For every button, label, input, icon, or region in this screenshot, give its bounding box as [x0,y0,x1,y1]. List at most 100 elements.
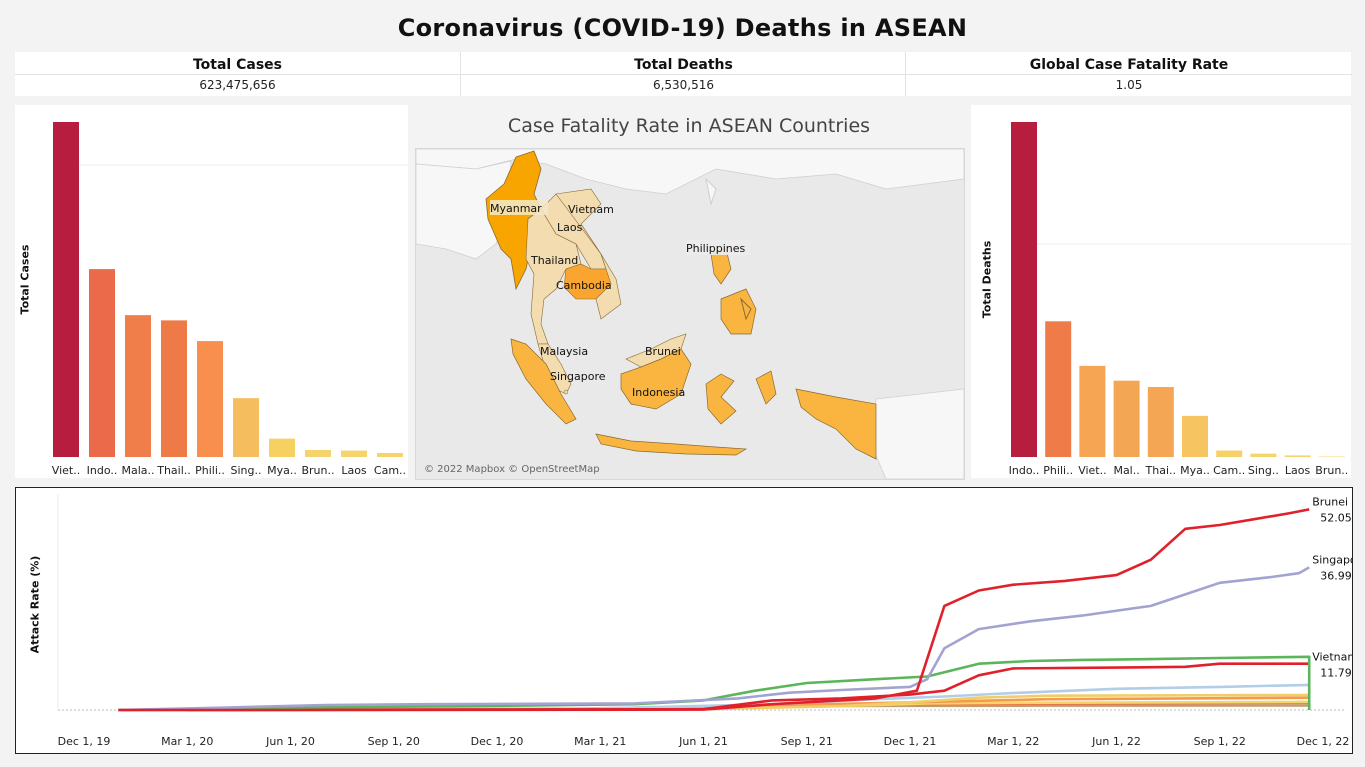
bar-label-4: Phili.. [195,464,225,477]
attack-rate-line-chart: Dec 1, 19 Mar 1, 20 Jun 1, 20 Sep 1, 20 Dec … [57,494,1352,748]
bar-1[interactable] [89,269,115,457]
total-cases-panel: Total Cases Viet.. Indo.. Mala.. Thail.. Phi… [15,105,408,478]
series-vietnam[interactable] [118,655,1311,712]
series-thailand[interactable] [118,683,1310,712]
map-title: Case Fatality Rate in ASEAN Countries [507,115,871,137]
thailand-region[interactable] [525,208,582,345]
bar-label-6: Mya.. [267,464,297,477]
kpi-label: Total Deaths [634,57,733,73]
bar-label-6: Cam.. [1213,464,1245,477]
total-cases-bar-chart: Viet.. Indo.. Mala.. Thail.. Phili.. Sing.. My… [52,122,408,477]
map-label-vietnam: Vietnam [568,203,614,216]
bar-label-1: Indo.. [87,464,118,477]
bar-label-0: Indo.. [1009,464,1040,477]
x-tick-11: Sep 1, 22 [1194,735,1246,748]
bar-label-1: Phili.. [1043,464,1073,477]
map-label-brunei: Brunei [645,345,681,358]
total-deaths-bar-chart: Indo.. Phili.. Viet.. Mal.. Thai.. Mya.. Cam..… [1009,122,1351,477]
kpi-total-deaths[interactable]: Total Deaths 6,530,516 [460,52,906,96]
bar-6[interactable] [1216,450,1243,457]
indonesia-java[interactable] [595,433,748,456]
series-singapore[interactable] [118,566,1310,712]
kpi-global-cfr[interactable]: Global Case Fatality Rate 1.05 [905,52,1352,96]
bar-3[interactable] [1113,380,1140,457]
bar-label-3: Mal.. [1113,464,1139,477]
series-value-vietnam: 11.79 [1320,667,1352,680]
x-tick-12: Dec 1, 22 [1297,735,1350,748]
bar-label-8: Laos [1285,464,1311,477]
bar-1[interactable] [1045,321,1072,457]
x-tick-8: Dec 1, 21 [884,735,937,748]
series-label-brunei: Brunei [1312,495,1348,508]
indonesia-sulawesi[interactable] [705,373,737,425]
kpi-value: 623,475,656 [199,78,276,92]
indonesia-borneo[interactable] [620,348,692,410]
attack-rate-panel: Attack Rate (%) Dec 1, 19 Mar 1, 20 Jun 1,… [15,487,1353,754]
bar-label-9: Brun.. [1315,464,1348,477]
bar-label-9: Cam.. [374,464,406,477]
bar-label-4: Thai.. [1145,464,1176,477]
bar-label-7: Brun.. [301,464,334,477]
series-value-brunei: 52.05 [1320,511,1352,524]
bar-label-5: Sing.. [231,464,262,477]
bar-label-5: Mya.. [1180,464,1210,477]
bar-label-0: Viet.. [52,464,80,477]
x-tick-3: Sep 1, 20 [368,735,420,748]
bar-2[interactable] [1079,365,1106,457]
kpi-label: Total Cases [192,57,282,73]
series-brunei[interactable] [118,508,1310,712]
bar-7[interactable] [305,450,331,457]
bar-5[interactable] [1182,415,1208,457]
bar-9[interactable] [377,452,403,457]
bar-0[interactable] [53,122,79,457]
x-tick-1: Mar 1, 20 [161,735,213,748]
cambodia-region[interactable] [563,263,612,300]
indonesia-papua[interactable] [795,388,877,460]
kpi-value: 6,530,516 [652,78,715,92]
map-label-thailand: Thailand [530,254,578,267]
x-tick-0: Dec 1, 19 [58,735,111,748]
map-label-cambodia: Cambodia [556,279,612,292]
bar-label-8: Laos [341,464,367,477]
x-tick-2: Jun 1, 20 [265,735,315,748]
x-tick-4: Dec 1, 20 [471,735,524,748]
map-label-myanmar: Myanmar [490,202,542,215]
series-value-singapore: 36.99 [1320,569,1352,582]
bar-label-7: Sing.. [1248,464,1279,477]
bar-label-2: Viet.. [1078,464,1106,477]
series-label-vietnam: Vietnam [1312,651,1352,664]
kpi-table: Total Cases 623,475,656 Total Deaths 6,5… [15,52,1352,96]
kpi-value: 1.05 [1115,78,1143,92]
dashboard-title: Coronavirus (COVID-19) Deaths in ASEAN [397,14,968,42]
kpi-label: Global Case Fatality Rate [1029,57,1229,73]
bar-label-2: Mala.. [121,464,154,477]
kpi-divider [461,74,906,75]
bar-8[interactable] [1284,455,1311,457]
indonesia-sumatra[interactable] [510,338,577,425]
map-canvas: Myanmar Vietnam Laos Thailand Cambodia P… [416,149,964,479]
total-deaths-panel: Total Deaths Indo.. Phili.. Viet.. Mal.. Tha… [971,105,1351,478]
bar-4[interactable] [197,341,223,457]
bar-8[interactable] [341,450,367,457]
map-label-malaysia: Malaysia [540,345,588,358]
kpi-total-cases[interactable]: Total Cases 623,475,656 [15,52,460,96]
bar-5[interactable] [233,398,259,457]
bar-7[interactable] [1250,453,1277,457]
kpi-divider [906,74,1352,75]
x-tick-7: Sep 1, 21 [781,735,833,748]
bar-0[interactable] [1011,122,1037,457]
map-credit: © 2022 Mapbox © OpenStreetMap [424,464,600,475]
bar-2[interactable] [125,315,151,457]
kpi-divider [15,74,460,75]
bar-3[interactable] [161,320,187,457]
map-label-laos: Laos [557,221,583,234]
bar-label-3: Thail.. [156,464,191,477]
bar-6[interactable] [269,438,295,457]
x-tick-5: Mar 1, 21 [574,735,626,748]
bar-4[interactable] [1147,387,1174,457]
cfr-map[interactable]: Myanmar Vietnam Laos Thailand Cambodia P… [415,148,965,480]
series-label-singapore: Singapore [1312,553,1352,566]
map-label-indonesia: Indonesia [632,386,685,399]
map-label-singapore: Singapore [550,370,606,383]
map-label-philippines: Philippines [686,242,746,255]
